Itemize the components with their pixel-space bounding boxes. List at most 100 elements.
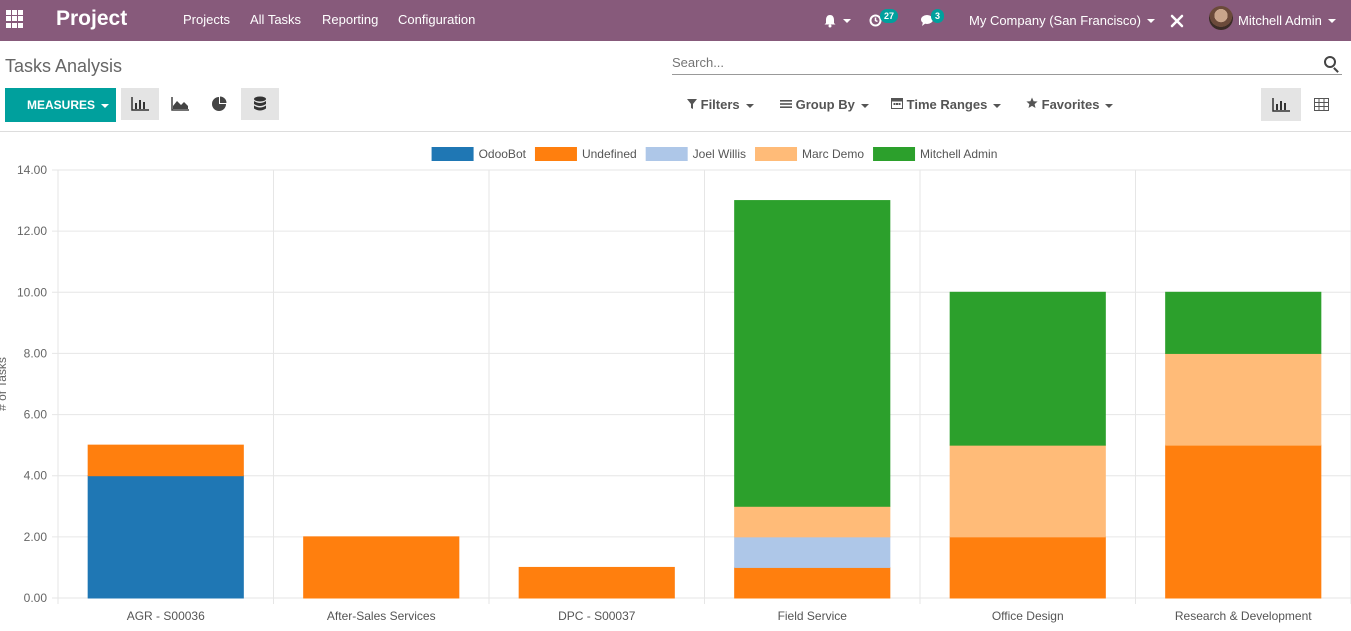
company-name: My Company (San Francisco) [969, 13, 1141, 28]
x-tick-label: After-Sales Services [327, 609, 436, 623]
search-bar [672, 51, 1342, 75]
table-icon [1313, 98, 1329, 111]
menu-configuration[interactable]: Configuration [398, 12, 476, 27]
legend-swatch [431, 147, 474, 161]
x-tick-label: DPC - S00037 [558, 609, 636, 623]
groupby-label: Group By [795, 97, 855, 112]
calendar-icon [891, 98, 903, 109]
y-tick-label: 12.00 [17, 224, 47, 238]
database-icon [254, 96, 266, 111]
bar-segment[interactable] [734, 505, 891, 538]
groupby-dropdown[interactable]: Group By [780, 97, 869, 112]
bar-segment[interactable] [734, 536, 891, 568]
legend-label: Marc Demo [802, 147, 864, 161]
bar-segment[interactable] [949, 444, 1106, 538]
menu-all-tasks[interactable]: All Tasks [250, 12, 302, 27]
bar-segment[interactable] [303, 536, 460, 599]
bar-chart-mode-button[interactable] [121, 88, 159, 120]
search-icon[interactable] [1324, 56, 1336, 68]
user-name: Mitchell Admin [1238, 13, 1322, 28]
bar-segment[interactable] [1165, 291, 1322, 354]
legend-swatch [645, 147, 688, 161]
menu-projects[interactable]: Projects [183, 12, 230, 27]
favorites-dropdown[interactable]: Favorites [1026, 97, 1114, 112]
legend-label: Undefined [582, 147, 637, 161]
legend-swatch [755, 147, 798, 161]
y-tick-label: 4.00 [24, 469, 48, 483]
chevron-down-icon [1146, 18, 1155, 23]
top-navbar: Project Projects All Tasks Reporting Con… [0, 0, 1351, 41]
messages-menu[interactable] [920, 0, 934, 41]
y-tick-label: 10.00 [17, 285, 47, 299]
notifications-menu[interactable] [823, 0, 851, 41]
page-title: Tasks Analysis [5, 56, 123, 76]
debug-tools[interactable] [1170, 0, 1184, 41]
bell-icon [824, 14, 836, 27]
x-tick-label: Research & Development [1175, 609, 1312, 623]
pie-chart-mode-button[interactable] [200, 88, 238, 120]
tasks-bar-chart: 0.00 2.00 4.00 6.00 8.00 10.00 12.00 14.00 # of … [0, 147, 1351, 623]
activities-menu[interactable] [869, 0, 882, 41]
pivot-view-button[interactable] [1301, 88, 1341, 121]
y-axis-label: # of Tasks [0, 357, 9, 411]
bar-segment[interactable] [949, 536, 1106, 599]
bar-segment[interactable] [87, 444, 244, 477]
favorites-label: Favorites [1041, 97, 1100, 112]
measures-label: MEASURES [26, 98, 95, 112]
chevron-down-icon [993, 103, 1002, 108]
timeranges-label: Time Ranges [906, 97, 988, 112]
graph-view-button[interactable] [1261, 88, 1301, 121]
filter-icon [687, 99, 697, 109]
legend-label: OdooBot [479, 147, 527, 161]
activities-badge: 27 [880, 9, 899, 23]
area-chart-icon [171, 97, 189, 111]
tools-icon [1170, 14, 1184, 27]
timeranges-dropdown[interactable]: Time Ranges [891, 97, 1002, 112]
star-icon [1026, 97, 1038, 108]
chevron-down-icon [860, 103, 869, 108]
legend-swatch [534, 147, 577, 161]
filters-dropdown[interactable]: Filters [687, 97, 754, 112]
line-chart-mode-button[interactable] [161, 88, 199, 120]
clock-icon [869, 14, 882, 27]
app-name[interactable]: Project [56, 7, 128, 30]
list-icon [780, 100, 792, 108]
chevron-down-icon [745, 103, 754, 108]
chevron-down-icon [843, 18, 851, 23]
bar-segment[interactable] [949, 291, 1106, 446]
bar-segment[interactable] [734, 566, 891, 599]
y-tick-label: 0.00 [24, 591, 48, 605]
chevron-down-icon [1105, 103, 1114, 108]
menu-reporting[interactable]: Reporting [322, 12, 379, 27]
bar-segment[interactable] [734, 200, 891, 507]
x-tick-label: AGR - S00036 [127, 609, 205, 623]
avatar[interactable] [1209, 6, 1233, 30]
search-input[interactable] [672, 51, 1302, 73]
filters-label: Filters [700, 97, 740, 112]
bar-chart-icon [1272, 97, 1290, 112]
bar-segment[interactable] [87, 475, 244, 599]
chat-icon [921, 15, 933, 26]
y-tick-label: 8.00 [24, 346, 48, 360]
chevron-down-icon [1327, 18, 1336, 23]
bar-segment[interactable] [1165, 352, 1322, 446]
legend-label: Mitchell Admin [920, 147, 997, 161]
x-tick-label: Office Design [992, 609, 1064, 623]
y-tick-label: 2.00 [24, 530, 48, 544]
messages-badge: 3 [931, 9, 945, 23]
bar-segment[interactable] [518, 566, 675, 599]
user-menu[interactable]: Mitchell Admin [1238, 0, 1336, 41]
legend-swatch [873, 147, 916, 161]
control-panel-divider [0, 131, 1351, 132]
chevron-down-icon [101, 103, 109, 108]
apps-menu-icon[interactable] [6, 10, 24, 28]
y-tick-label: 14.00 [17, 163, 47, 177]
legend-label: Joel Willis [693, 147, 746, 161]
x-tick-label: Field Service [778, 609, 848, 623]
bar-segment[interactable] [1165, 444, 1322, 599]
y-tick-label: 6.00 [24, 408, 48, 422]
company-switcher[interactable]: My Company (San Francisco) [969, 0, 1155, 41]
bar-chart-icon [131, 97, 149, 111]
measures-button[interactable]: MEASURES [5, 88, 116, 122]
stacked-toggle-button[interactable] [241, 88, 279, 120]
